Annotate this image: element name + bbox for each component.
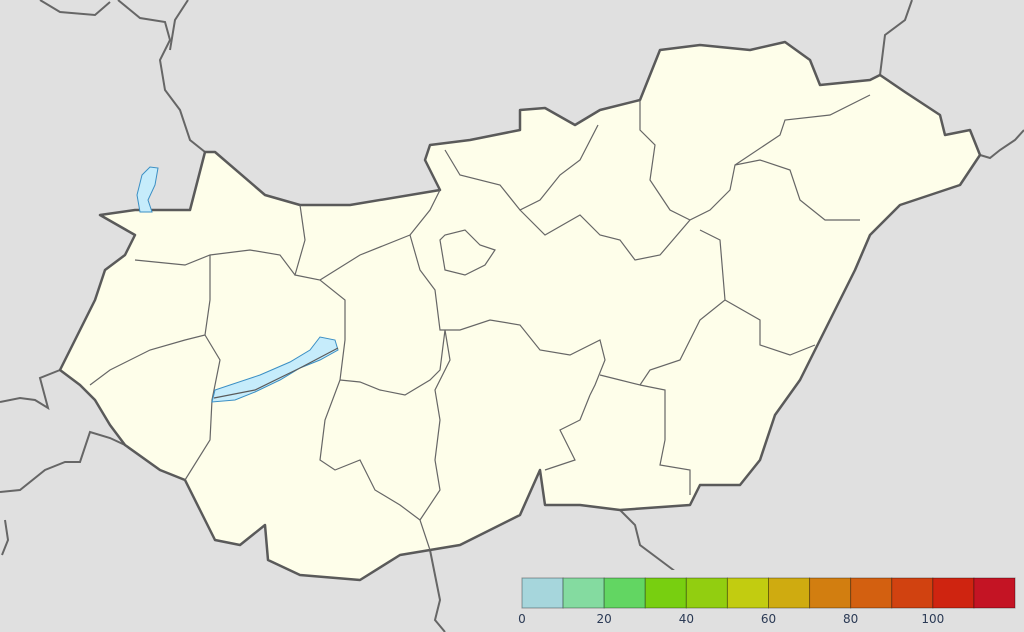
legend-bin <box>603 577 646 609</box>
legend-bin <box>562 577 605 609</box>
lake-neusiedl <box>136 166 159 213</box>
legend-tick-label: 20 <box>597 612 612 626</box>
legend-tick-label: 0 <box>518 612 526 626</box>
balaton-line <box>213 347 339 399</box>
lake-balaton <box>211 336 339 403</box>
legend-bin <box>891 577 934 609</box>
legend-bin <box>521 577 564 609</box>
legend-tick-label: 40 <box>679 612 694 626</box>
legend: 0 20 40 60 80 100 <box>512 570 1024 632</box>
legend-tick-label: 100 <box>921 612 944 626</box>
legend-bin <box>685 577 728 609</box>
legend-bin <box>809 577 852 609</box>
legend-bin <box>932 577 975 609</box>
legend-bin <box>850 577 893 609</box>
legend-bin <box>644 577 687 609</box>
legend-tick-label: 60 <box>761 612 776 626</box>
legend-bin <box>768 577 811 609</box>
legend-tick-label: 80 <box>843 612 858 626</box>
hungary-outline <box>58 40 982 582</box>
legend-bin <box>973 577 1016 609</box>
legend-bin <box>726 577 770 609</box>
